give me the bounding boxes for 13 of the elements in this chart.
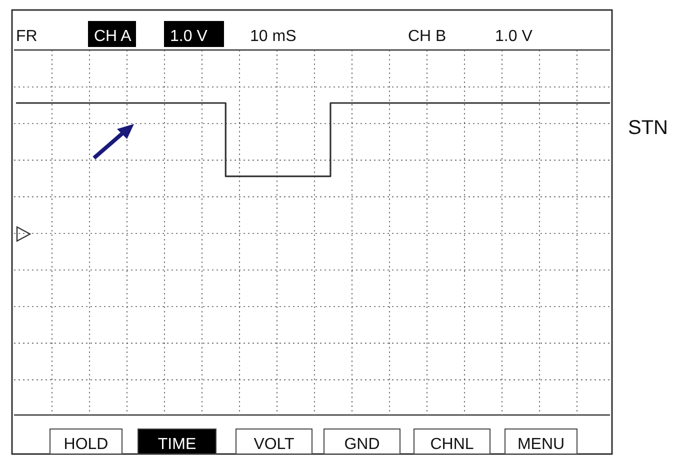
text: FR	[16, 28, 38, 45]
text: 1.0 V	[170, 28, 208, 45]
text: VOLT	[254, 436, 295, 453]
text: CH B	[408, 28, 446, 45]
text: 10 mS	[250, 28, 296, 45]
series-label: STN	[628, 117, 668, 139]
text: CHNL	[430, 436, 474, 453]
text: HOLD	[64, 436, 108, 453]
text: TIME	[158, 436, 196, 453]
text: GND	[344, 436, 380, 453]
text: CH A	[94, 28, 132, 45]
text: MENU	[517, 436, 565, 453]
text: 1.0 V	[495, 28, 533, 45]
